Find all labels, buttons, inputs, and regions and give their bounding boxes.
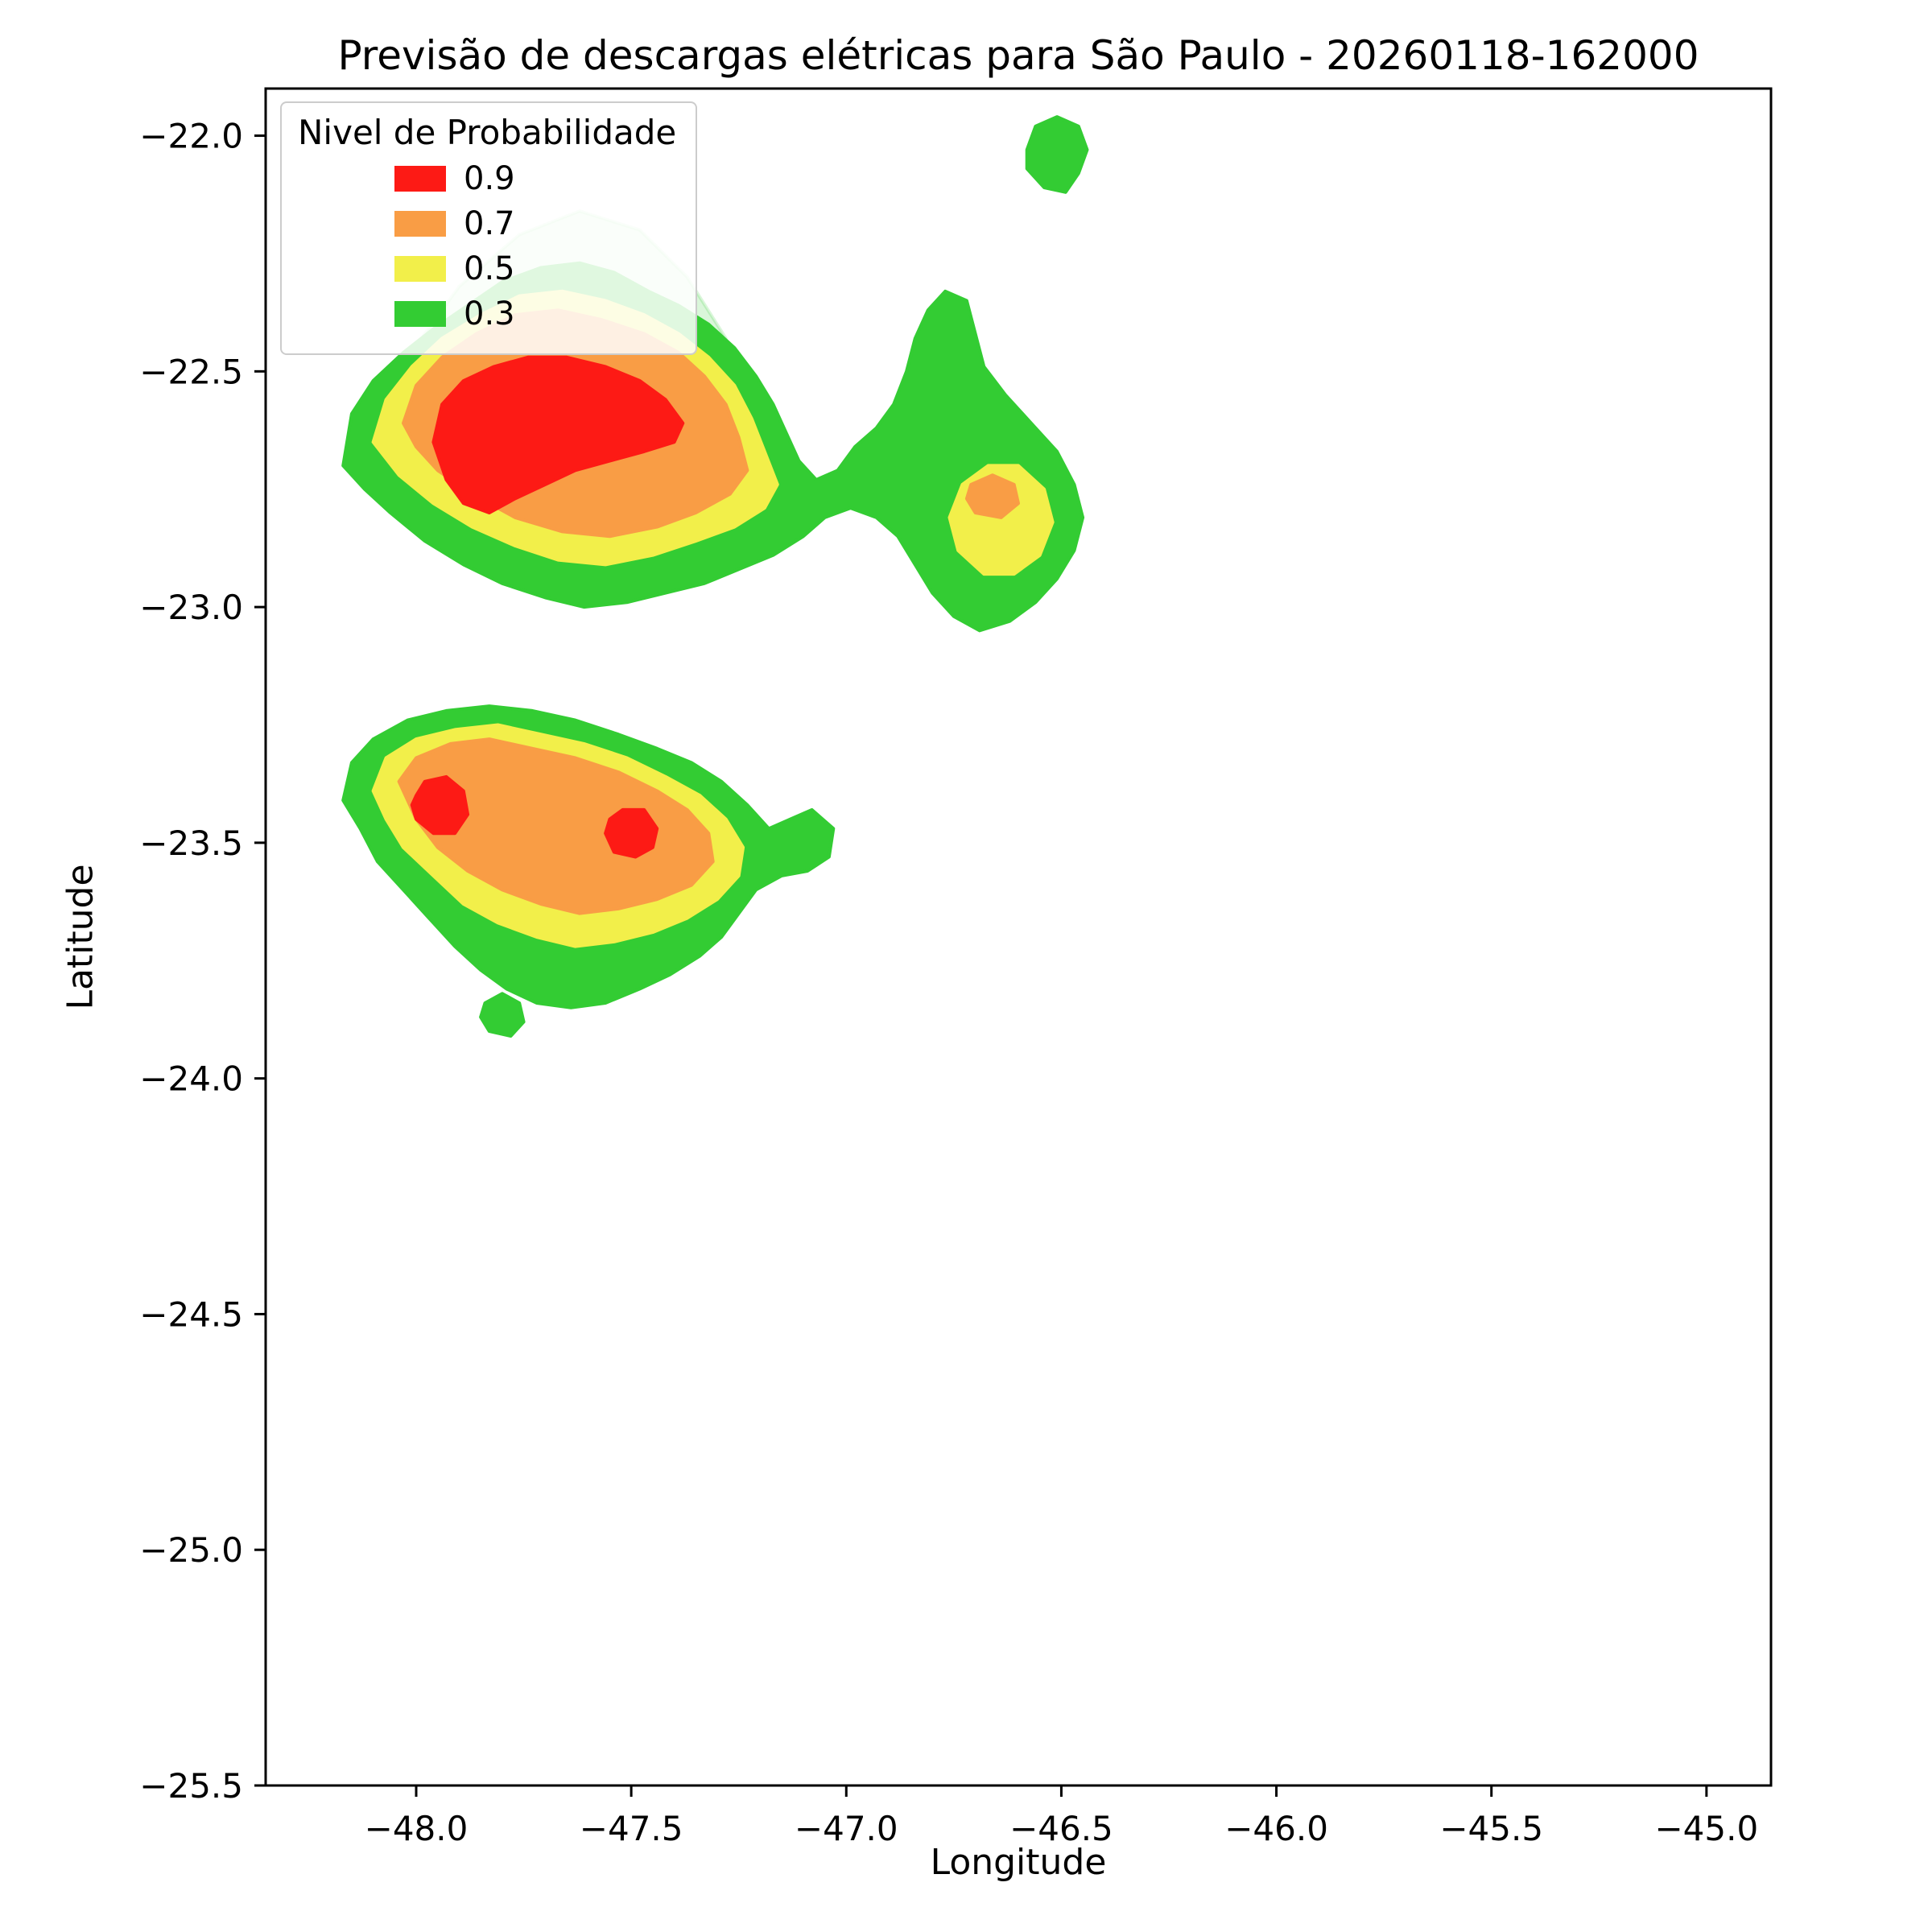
legend-label: 0.7 [464,205,515,242]
legend-swatch-0.5 [394,256,446,282]
x-tick-label: −48.0 [365,1809,469,1848]
contour-region-lower-south-green-dot [479,992,526,1038]
x-tick-label: −47.5 [580,1809,683,1848]
x-tick-label: −47.0 [795,1809,898,1848]
legend-item: 0.9 [394,160,676,197]
contour-region-north-small-green [1025,115,1089,194]
page-title: Previsão de descargas elétricas para São… [337,32,1699,79]
legend: Nivel de Probabilidade 0.9 0.7 0.5 0.3 [280,101,698,355]
legend-item: 0.3 [394,295,676,332]
contour-region-upper-storm-red [431,355,685,514]
legend-item: 0.7 [394,205,676,242]
contour-region-lower-storm-orange [397,737,715,915]
legend-swatch-0.3 [394,301,446,327]
legend-label: 0.9 [464,160,515,197]
x-axis-label: Longitude [930,1842,1107,1883]
contour-region-lower-storm-red-west [410,774,470,836]
legend-swatch-0.7 [394,211,446,237]
y-tick-label: −23.0 [139,588,243,627]
axes-frame [264,87,1773,1787]
y-tick-label: −24.5 [139,1294,243,1334]
x-tick-label: −46.5 [1009,1809,1113,1848]
contour-region-lower-storm-red-east [604,807,659,859]
x-tick-label: −46.0 [1224,1809,1328,1848]
y-tick-label: −23.5 [139,824,243,863]
x-tick-label: −45.5 [1439,1809,1543,1848]
y-axis-label: Latitude [60,864,101,1010]
legend-title: Nivel de Probabilidade [298,113,677,152]
x-tick-label: −45.0 [1654,1809,1758,1848]
y-tick-label: −25.5 [139,1766,243,1806]
y-tick-label: −25.0 [139,1530,243,1570]
legend-item: 0.5 [394,250,676,287]
legend-label: 0.3 [464,295,515,332]
legend-label: 0.5 [464,250,515,287]
y-tick-label: −22.5 [139,352,243,391]
y-tick-label: −24.0 [139,1059,243,1099]
contour-region-upper-east-orange [964,473,1020,519]
y-tick-label: −22.0 [139,117,243,156]
legend-swatch-0.9 [394,166,446,192]
